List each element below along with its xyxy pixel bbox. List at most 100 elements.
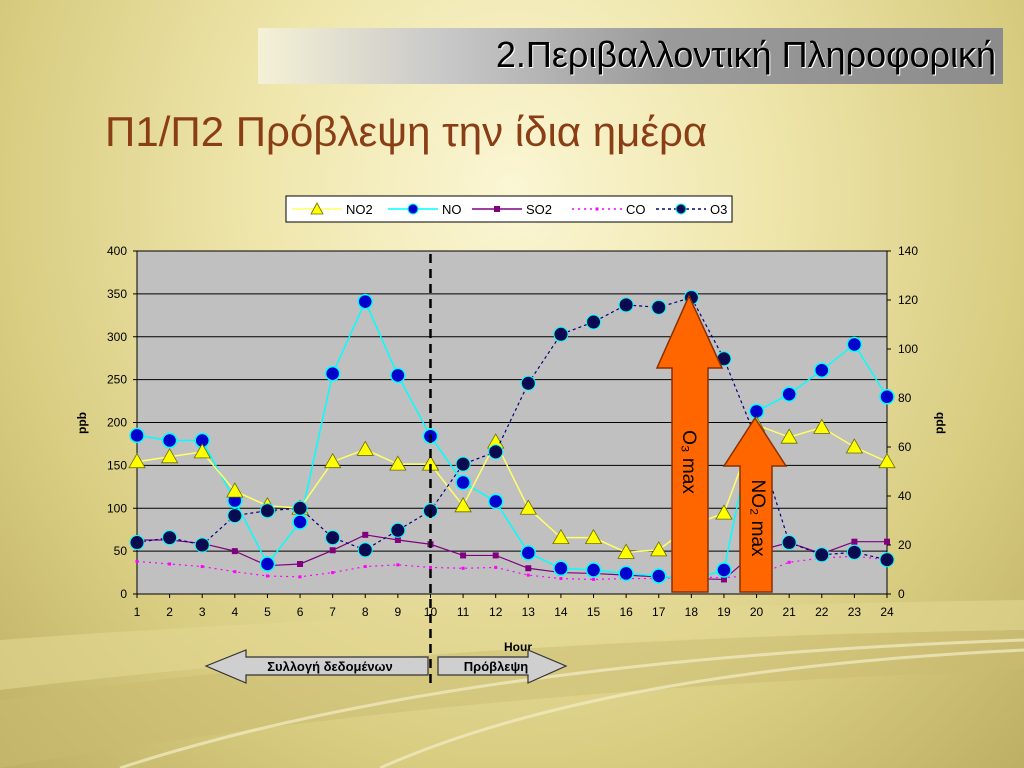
point-so2 [297, 560, 304, 567]
point-o3 [357, 542, 373, 558]
point-no2 [356, 440, 374, 456]
legend-marker [407, 203, 419, 215]
point-no [357, 293, 374, 310]
y-tick-label: 100 [107, 501, 127, 515]
point-no [846, 336, 863, 353]
point-co [233, 570, 237, 574]
legend-item-no2: NO2 [292, 202, 373, 217]
point-no [259, 556, 276, 572]
x-tick-label: 5 [264, 605, 271, 619]
point-co [265, 574, 269, 578]
point-no [161, 432, 178, 449]
y-tick-label: 250 [107, 373, 127, 387]
x-tick-label: 7 [329, 605, 336, 619]
point-o3 [618, 297, 634, 313]
y2-tick-label: 80 [898, 391, 912, 405]
point-so2 [884, 538, 890, 545]
point-so2 [394, 536, 401, 543]
point-no2 [193, 443, 211, 459]
point-no2 [617, 543, 635, 559]
x-tick-label: 10 [424, 605, 438, 619]
point-o3 [586, 314, 602, 330]
x-tick-label: 13 [522, 605, 536, 619]
point-co [168, 562, 172, 566]
point-no [455, 474, 471, 491]
y2-axis-label: ppb [932, 412, 946, 434]
point-no [520, 545, 537, 561]
legend-item-o3: O3 [656, 202, 727, 217]
legend-item-no: NO [388, 202, 462, 217]
y2-tick-label: 20 [898, 538, 912, 552]
slide-header: 2.Περιβαλλοντική Πληροφορική [495, 34, 996, 75]
point-no [814, 362, 830, 378]
x-tick-label: 6 [297, 605, 304, 619]
highway-background [0, 600, 1024, 768]
point-o3 [162, 530, 178, 546]
x-tick-label: 22 [815, 605, 829, 619]
x-tick-label: 11 [457, 605, 470, 619]
data-collection-arrow: Συλλογή δεδομένων [204, 649, 429, 684]
y-tick-label: 0 [120, 587, 127, 601]
y2-tick-label: 120 [898, 293, 918, 307]
point-so2 [720, 576, 727, 583]
point-no2 [128, 452, 146, 469]
point-co [298, 575, 302, 579]
point-so2 [460, 552, 467, 559]
x-tick-label: 23 [848, 605, 862, 619]
x-tick-label: 15 [587, 605, 601, 619]
point-co [428, 565, 432, 569]
point-no [390, 367, 406, 384]
point-so2 [851, 538, 858, 545]
arrow-shape [722, 416, 788, 593]
x-tick-label: 19 [717, 605, 731, 619]
point-o3 [488, 444, 504, 460]
y2-tick-label: 40 [898, 489, 912, 503]
arrow-shape [204, 649, 429, 684]
x-tick-label: 20 [750, 605, 764, 619]
point-no [879, 389, 895, 405]
point-o3 [325, 530, 341, 546]
legend-label: CO [626, 202, 646, 217]
y-tick-label: 50 [114, 544, 128, 558]
point-no2 [584, 528, 603, 545]
point-no [487, 493, 504, 510]
point-o3 [455, 456, 471, 472]
point-o3 [846, 544, 862, 560]
point-no [585, 562, 602, 578]
arrow-shape [437, 649, 568, 684]
y2-tick-label: 0 [898, 587, 905, 601]
y-tick-label: 150 [107, 458, 127, 472]
point-co [363, 565, 367, 569]
y-tick-label: 300 [107, 330, 127, 344]
x-tick-label: 17 [652, 605, 666, 619]
legend-marker [675, 203, 687, 215]
slide-title: Π1/Π2 Πρόβλεψη την ίδια ημέρα [105, 108, 708, 155]
x-tick-label: 3 [199, 605, 206, 619]
x-tick-label: 14 [554, 605, 568, 619]
no2-max-label: NO₂ max [747, 479, 768, 557]
point-no [716, 562, 732, 578]
arrow-shape [655, 294, 724, 593]
point-co [396, 563, 400, 567]
point-so2 [362, 531, 369, 538]
point-no2 [650, 541, 668, 557]
point-so2 [231, 548, 238, 555]
y2-tick-label: 100 [898, 342, 918, 356]
o3-max-label: O₃ max [678, 430, 699, 494]
point-co [135, 559, 139, 563]
point-no2 [226, 482, 244, 498]
point-no [618, 565, 634, 582]
x-tick-label: 2 [166, 605, 173, 619]
point-no2 [780, 428, 798, 444]
y-tick-label: 200 [107, 416, 127, 430]
point-o3 [194, 537, 210, 553]
legend-label: NO [442, 202, 462, 217]
point-no2 [715, 504, 733, 520]
forecast-arrow: Πρόβλεψη [437, 649, 568, 684]
point-no [292, 514, 308, 530]
x-tick-label: 9 [395, 605, 402, 619]
x-tick-label: 24 [880, 605, 894, 619]
point-o3 [553, 326, 569, 342]
arrow-label: Συλλογή δεδομένων [267, 659, 393, 674]
x-tick-label: 18 [685, 605, 699, 619]
